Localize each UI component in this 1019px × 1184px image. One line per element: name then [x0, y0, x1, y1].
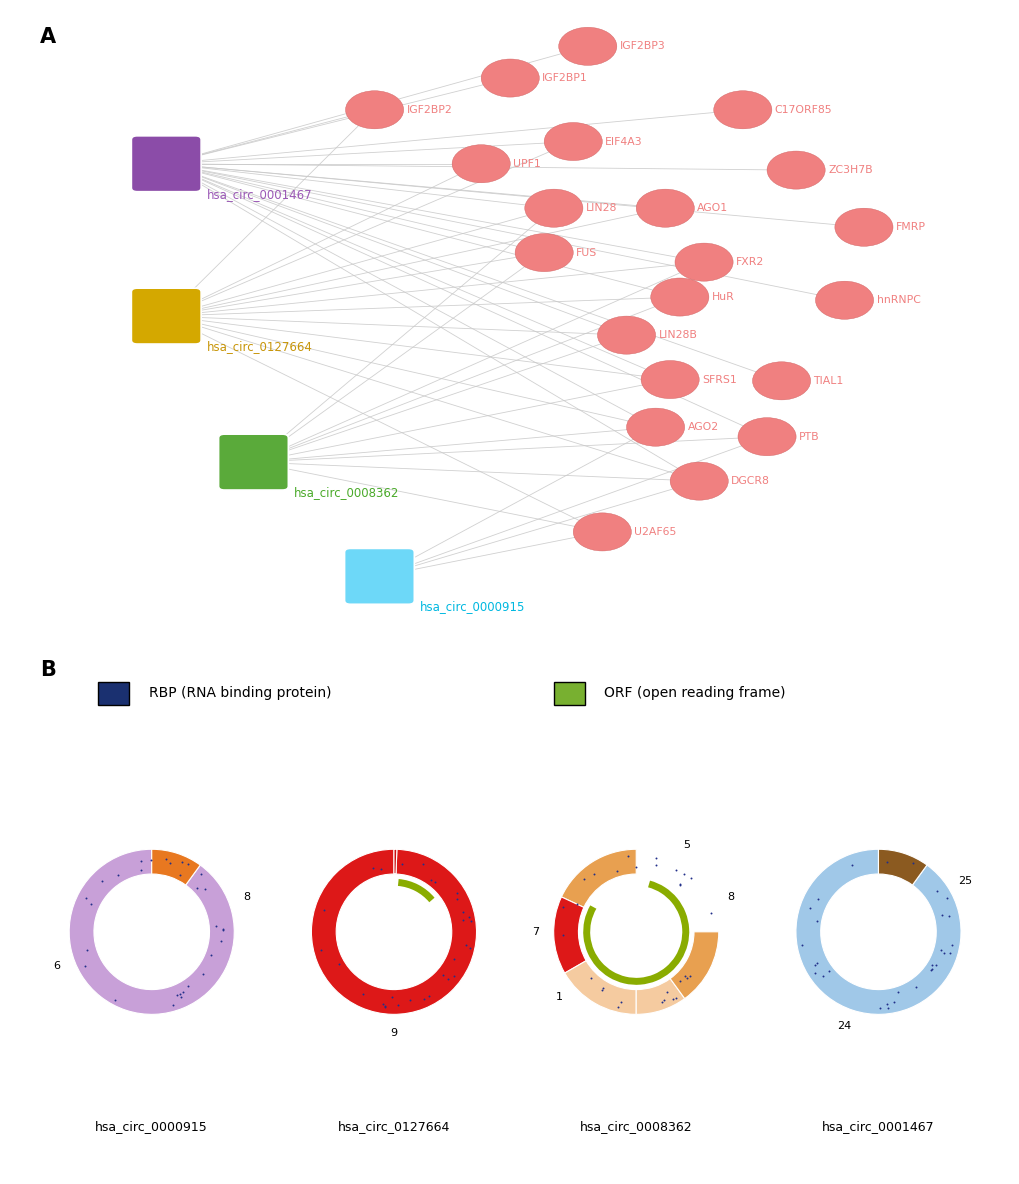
FancyBboxPatch shape — [344, 548, 414, 604]
Text: FXR2: FXR2 — [736, 257, 763, 268]
Text: C17ORF85: C17ORF85 — [774, 105, 832, 115]
Circle shape — [515, 233, 573, 271]
Circle shape — [451, 144, 510, 182]
Circle shape — [597, 316, 655, 354]
FancyBboxPatch shape — [553, 682, 584, 704]
Circle shape — [737, 418, 796, 456]
Text: IGF2BP2: IGF2BP2 — [407, 105, 451, 115]
Text: EIF4A3: EIF4A3 — [604, 136, 642, 147]
Text: hsa_circ_0001467: hsa_circ_0001467 — [821, 1120, 933, 1133]
Text: ORF (open reading frame): ORF (open reading frame) — [603, 687, 785, 700]
Text: DGCR8: DGCR8 — [731, 476, 769, 487]
Text: IGF2BP3: IGF2BP3 — [620, 41, 664, 51]
FancyBboxPatch shape — [131, 288, 201, 345]
Text: SFRS1: SFRS1 — [701, 374, 736, 385]
FancyBboxPatch shape — [131, 136, 201, 192]
Text: B: B — [41, 661, 56, 680]
Circle shape — [345, 91, 404, 129]
Text: hsa_circ_0127664: hsa_circ_0127664 — [207, 340, 313, 353]
Text: hsa_circ_0127664: hsa_circ_0127664 — [337, 1120, 449, 1133]
Circle shape — [766, 152, 824, 189]
FancyBboxPatch shape — [218, 435, 288, 490]
Text: UPF1: UPF1 — [513, 159, 540, 169]
FancyBboxPatch shape — [99, 682, 129, 704]
Circle shape — [641, 360, 699, 399]
Text: PTB: PTB — [798, 432, 819, 442]
Text: A: A — [41, 27, 56, 47]
Text: hnRNPC: hnRNPC — [875, 295, 919, 305]
Circle shape — [713, 91, 771, 129]
Text: AGO2: AGO2 — [687, 423, 718, 432]
Circle shape — [544, 122, 602, 161]
Circle shape — [669, 462, 728, 500]
Circle shape — [650, 278, 708, 316]
Circle shape — [815, 281, 873, 320]
Text: hsa_circ_0008362: hsa_circ_0008362 — [580, 1120, 692, 1133]
Circle shape — [573, 513, 631, 551]
Circle shape — [481, 59, 539, 97]
Circle shape — [675, 243, 733, 281]
Text: hsa_circ_0000915: hsa_circ_0000915 — [420, 600, 525, 613]
Text: hsa_circ_0008362: hsa_circ_0008362 — [293, 487, 399, 500]
Text: ZC3H7B: ZC3H7B — [827, 165, 872, 175]
Text: LIN28B: LIN28B — [658, 330, 697, 340]
Text: hsa_circ_0000915: hsa_circ_0000915 — [95, 1120, 208, 1133]
Circle shape — [525, 189, 583, 227]
Text: hsa_circ_0001467: hsa_circ_0001467 — [207, 188, 312, 201]
Text: IGF2BP1: IGF2BP1 — [542, 73, 587, 83]
Text: TIAL1: TIAL1 — [813, 375, 843, 386]
Text: LIN28: LIN28 — [585, 204, 616, 213]
Text: RBP (RNA binding protein): RBP (RNA binding protein) — [149, 687, 331, 700]
Circle shape — [835, 208, 893, 246]
Text: AGO1: AGO1 — [697, 204, 728, 213]
Text: FUS: FUS — [576, 247, 597, 258]
Circle shape — [626, 408, 684, 446]
Circle shape — [558, 27, 616, 65]
Circle shape — [752, 362, 810, 400]
Text: FMRP: FMRP — [895, 223, 925, 232]
Text: U2AF65: U2AF65 — [634, 527, 676, 536]
Text: HuR: HuR — [711, 292, 734, 302]
Circle shape — [636, 189, 694, 227]
